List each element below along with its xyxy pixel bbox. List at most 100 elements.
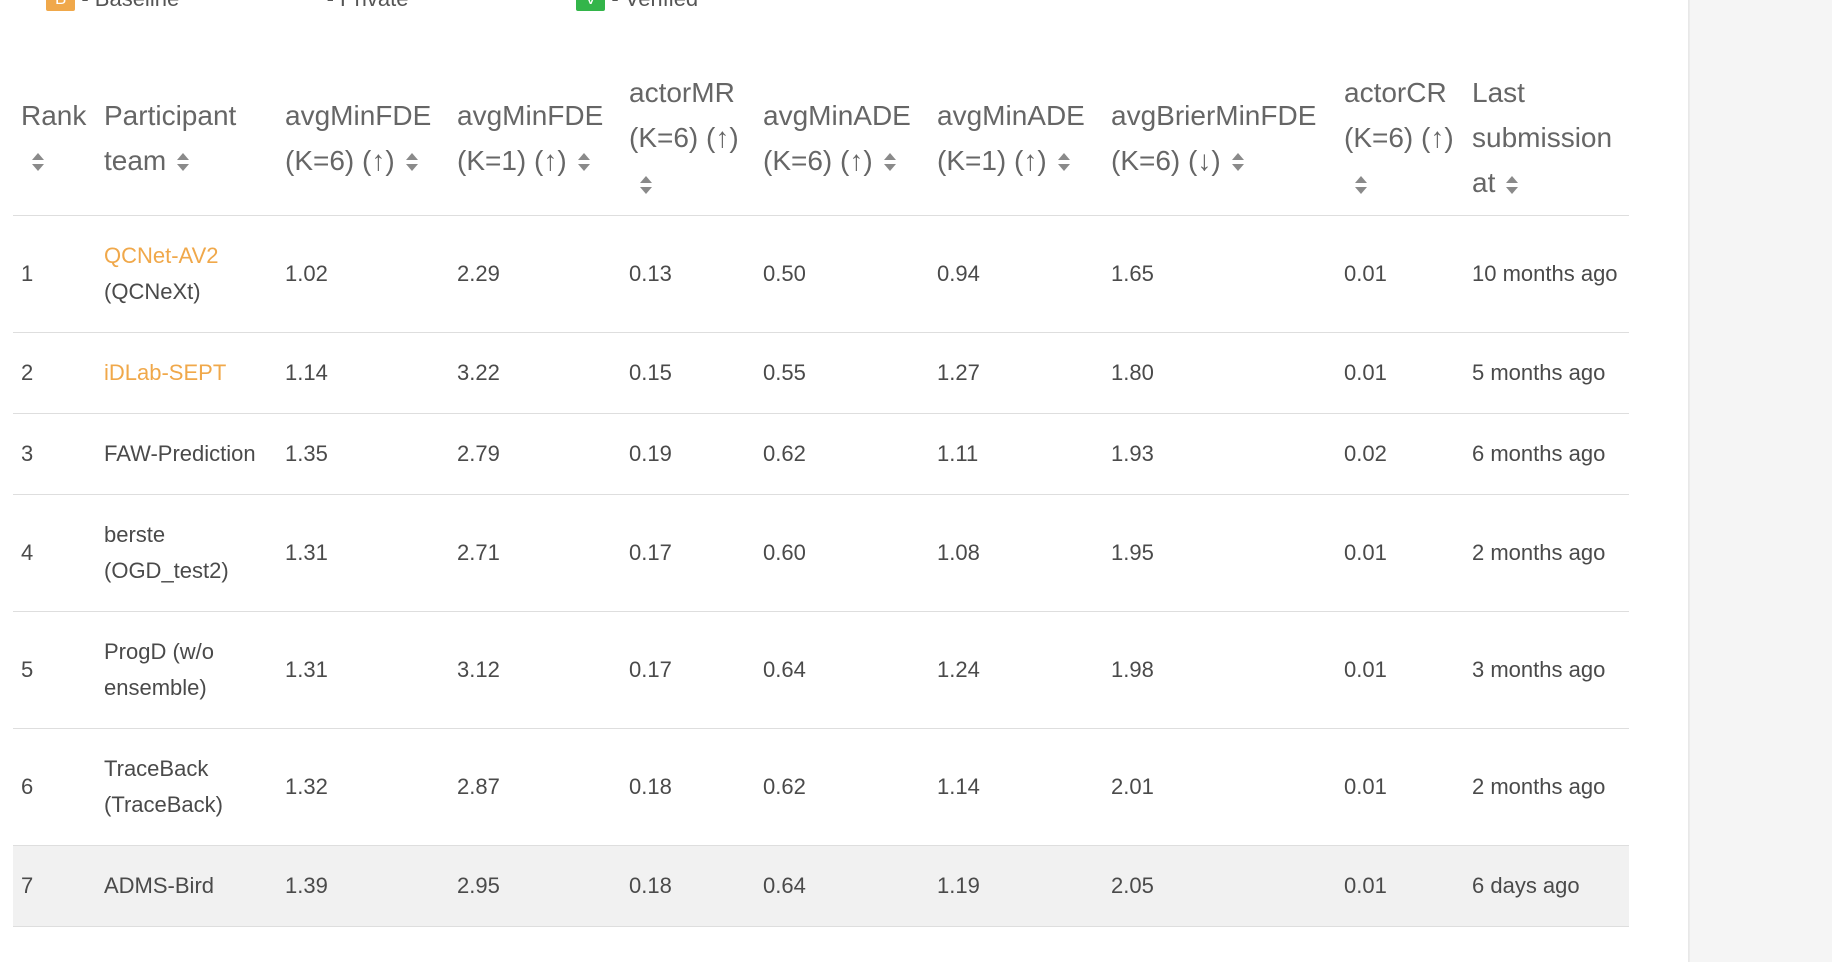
- submission-time-cell: 5 months ago: [1464, 332, 1629, 414]
- team-cell: QCNet-AV2 (QCNeXt): [96, 215, 277, 333]
- legend-verified: V - Verified: [576, 0, 698, 12]
- metric-cell: 1.27: [929, 332, 1103, 414]
- table-row: 4 berste (OGD_test2) 1.31 2.71 0.17 0.60 …: [13, 494, 1629, 612]
- legend-baseline: B - Baseline: [46, 0, 179, 12]
- metric-cell: 2.79: [449, 413, 621, 495]
- col-header-label: Participant team: [104, 99, 237, 176]
- submission-time-cell: 6 months ago: [1464, 413, 1629, 495]
- legend: B - Baseline * - Private V - Verified: [0, 0, 1690, 12]
- team-cell: ADMS-Bird: [96, 845, 277, 927]
- sort-icon[interactable]: [577, 152, 591, 172]
- metric-cell: 3.12: [449, 611, 621, 729]
- col-header-label: avgMinADE (K=6) (↑): [763, 99, 911, 176]
- metric-cell: 0.62: [755, 413, 929, 495]
- sort-icon[interactable]: [176, 152, 190, 172]
- col-header-rank[interactable]: Rank: [13, 60, 96, 216]
- metric-cell: 2.01: [1103, 728, 1336, 846]
- metric-cell: 1.31: [277, 611, 449, 729]
- metric-cell: 1.19: [929, 845, 1103, 927]
- metric-cell: 0.64: [755, 611, 929, 729]
- team-cell: berste (OGD_test2): [96, 494, 277, 612]
- team-link[interactable]: iDLab-SEPT: [104, 360, 227, 385]
- team-name: FAW-Prediction: [104, 441, 256, 466]
- sort-icon[interactable]: [1057, 152, 1071, 172]
- metric-cell: 2.87: [449, 728, 621, 846]
- sort-icon[interactable]: [1505, 175, 1519, 195]
- table-header-row: Rank Participant team avgMinFDE (K=6) (↑…: [13, 60, 1629, 216]
- col-header-label: avgMinADE (K=1) (↑): [937, 99, 1085, 176]
- metric-cell: 2.29: [449, 215, 621, 333]
- team-link[interactable]: QCNet-AV2: [104, 243, 219, 268]
- metric-cell: 1.11: [929, 413, 1103, 495]
- metric-cell: 1.35: [277, 413, 449, 495]
- team-method: (OGD_test2): [104, 558, 229, 583]
- metric-cell: 0.02: [1336, 413, 1464, 495]
- metric-cell: 0.01: [1336, 332, 1464, 414]
- metric-cell: 0.01: [1336, 215, 1464, 333]
- team-name: TraceBack: [104, 756, 209, 781]
- metric-cell: 1.80: [1103, 332, 1336, 414]
- submission-time-cell: 3 months ago: [1464, 611, 1629, 729]
- metric-cell: 0.94: [929, 215, 1103, 333]
- sort-icon[interactable]: [31, 152, 45, 172]
- metric-cell: 0.19: [621, 413, 755, 495]
- page-gutter: [1690, 0, 1832, 962]
- col-header-actorcr-k6[interactable]: actorCR (K=6) (↑): [1336, 60, 1464, 216]
- table-row-highlighted: 7 ADMS-Bird 1.39 2.95 0.18 0.64 1.19 2.0…: [13, 845, 1629, 927]
- team-method: ensemble): [104, 675, 207, 700]
- metric-cell: 1.02: [277, 215, 449, 333]
- sort-icon[interactable]: [883, 152, 897, 172]
- sort-icon[interactable]: [639, 175, 653, 195]
- metric-cell: 2.95: [449, 845, 621, 927]
- metric-cell: 0.60: [755, 494, 929, 612]
- rank-cell: 1: [13, 215, 96, 333]
- metric-cell: 0.13: [621, 215, 755, 333]
- metric-cell: 3.22: [449, 332, 621, 414]
- rank-cell: 5: [13, 611, 96, 729]
- metric-cell: 1.93: [1103, 413, 1336, 495]
- rank-cell: 2: [13, 332, 96, 414]
- metric-cell: 0.64: [755, 845, 929, 927]
- sort-icon[interactable]: [405, 152, 419, 172]
- metric-cell: 0.01: [1336, 728, 1464, 846]
- sort-icon[interactable]: [1231, 152, 1245, 172]
- metric-cell: 1.39: [277, 845, 449, 927]
- rank-cell: 4: [13, 494, 96, 612]
- team-name: ProgD (w/o: [104, 639, 215, 664]
- leaderboard-table: Rank Participant team avgMinFDE (K=6) (↑…: [13, 60, 1629, 927]
- metric-cell: 0.18: [621, 728, 755, 846]
- col-header-actormr-k6[interactable]: actorMR (K=6) (↑): [621, 60, 755, 216]
- metric-cell: 1.14: [929, 728, 1103, 846]
- col-header-team[interactable]: Participant team: [96, 60, 277, 216]
- col-header-avgbrierminfde-k6[interactable]: avgBrierMinFDE (K=6) (↓): [1103, 60, 1336, 216]
- col-header-label: avgMinFDE (K=1) (↑): [457, 99, 604, 176]
- table-row: 1 QCNet-AV2 (QCNeXt) 1.02 2.29 0.13 0.50 …: [13, 215, 1629, 333]
- col-header-last-submission[interactable]: Last submission at: [1464, 60, 1629, 216]
- team-cell: TraceBack (TraceBack): [96, 728, 277, 846]
- col-header-label: Last submission at: [1472, 77, 1613, 198]
- metric-cell: 0.01: [1336, 845, 1464, 927]
- col-header-avgminade-k1[interactable]: avgMinADE (K=1) (↑): [929, 60, 1103, 216]
- team-method: (QCNeXt): [104, 279, 201, 304]
- metric-cell: 1.08: [929, 494, 1103, 612]
- col-header-avgminade-k6[interactable]: avgMinADE (K=6) (↑): [755, 60, 929, 216]
- team-method: (TraceBack): [104, 792, 223, 817]
- submission-time-cell: 6 days ago: [1464, 845, 1629, 927]
- verified-label: - Verified: [611, 0, 698, 12]
- team-cell: ProgD (w/o ensemble): [96, 611, 277, 729]
- sort-icon[interactable]: [1354, 175, 1368, 195]
- submission-time-cell: 2 months ago: [1464, 728, 1629, 846]
- metric-cell: 0.18: [621, 845, 755, 927]
- col-header-avgminfde-k1[interactable]: avgMinFDE (K=1) (↑): [449, 60, 621, 216]
- col-header-label: avgMinFDE (K=6) (↑): [285, 99, 432, 176]
- metric-cell: 0.62: [755, 728, 929, 846]
- rank-cell: 7: [13, 845, 96, 927]
- submission-time-cell: 2 months ago: [1464, 494, 1629, 612]
- metric-cell: 0.15: [621, 332, 755, 414]
- baseline-badge: B: [46, 0, 76, 11]
- table-row: 6 TraceBack (TraceBack) 1.32 2.87 0.18 0.…: [13, 728, 1629, 846]
- col-header-avgminfde-k6[interactable]: avgMinFDE (K=6) (↑): [277, 60, 449, 216]
- metric-cell: 0.50: [755, 215, 929, 333]
- col-header-label: avgBrierMinFDE (K=6) (↓): [1111, 99, 1317, 176]
- metric-cell: 1.32: [277, 728, 449, 846]
